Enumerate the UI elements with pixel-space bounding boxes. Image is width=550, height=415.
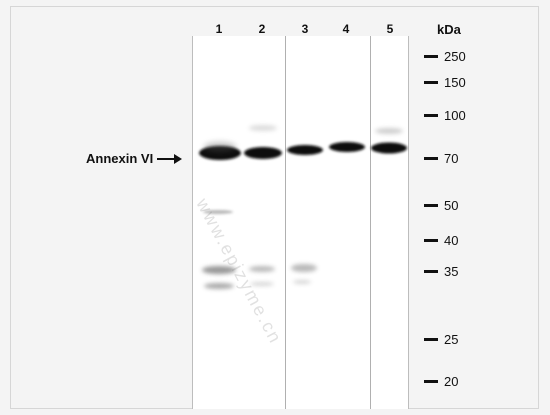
marker-tick [424, 113, 438, 117]
band-lane-5-upper [375, 128, 403, 134]
western-blot-membrane [192, 36, 409, 409]
marker-tick [424, 54, 438, 58]
band-lane-3 [287, 145, 323, 155]
faint-band-lane-2 [250, 282, 274, 286]
marker-tick [424, 203, 438, 207]
marker-label: 150 [444, 74, 466, 90]
blot-bands [199, 125, 407, 289]
marker-tick [424, 337, 438, 341]
kda-unit-label: kDa [437, 22, 461, 37]
marker-tick [424, 379, 438, 383]
marker-label: 70 [444, 150, 459, 166]
faint-band-lane-3 [291, 264, 317, 272]
band-lane-1-smear [204, 142, 236, 152]
marker-label: 40 [444, 232, 459, 248]
marker-tick [424, 156, 438, 160]
marker-250: 250 [424, 48, 466, 64]
lane-label-5: 5 [386, 22, 394, 36]
marker-label: 250 [444, 48, 466, 64]
marker-20: 20 [424, 373, 459, 389]
marker-tick [424, 269, 438, 273]
faint-band-lane-1 [202, 266, 236, 274]
right-arrow-icon [157, 153, 183, 164]
marker-100: 100 [424, 107, 466, 123]
marker-35: 35 [424, 263, 459, 279]
band-lane-2-smear [249, 125, 277, 131]
marker-label: 25 [444, 331, 459, 347]
faint-band-lane-3 [293, 280, 311, 284]
faint-band-lane-2 [249, 266, 275, 272]
marker-tick [424, 80, 438, 84]
faint-band-lane-1 [203, 210, 233, 214]
marker-150: 150 [424, 74, 466, 90]
marker-50: 50 [424, 197, 459, 213]
protein-label: Annexin VI [86, 151, 154, 166]
protein-annotation: Annexin VI [86, 151, 183, 166]
lane-label-3: 3 [301, 22, 309, 36]
marker-label: 100 [444, 107, 466, 123]
lane-label-2: 2 [258, 22, 266, 36]
lane-label-1: 1 [215, 22, 223, 36]
marker-70: 70 [424, 150, 459, 166]
membrane-seam [285, 36, 286, 409]
marker-25: 25 [424, 331, 459, 347]
membrane-seam [370, 36, 371, 409]
marker-40: 40 [424, 232, 459, 248]
faint-band-lane-1 [204, 283, 234, 289]
marker-label: 50 [444, 197, 459, 213]
marker-label: 35 [444, 263, 459, 279]
lane-label-4: 4 [342, 22, 350, 36]
marker-tick [424, 238, 438, 242]
band-lane-5 [371, 142, 407, 154]
marker-label: 20 [444, 373, 459, 389]
band-lane-2 [244, 147, 282, 159]
band-lane-4 [329, 142, 365, 152]
